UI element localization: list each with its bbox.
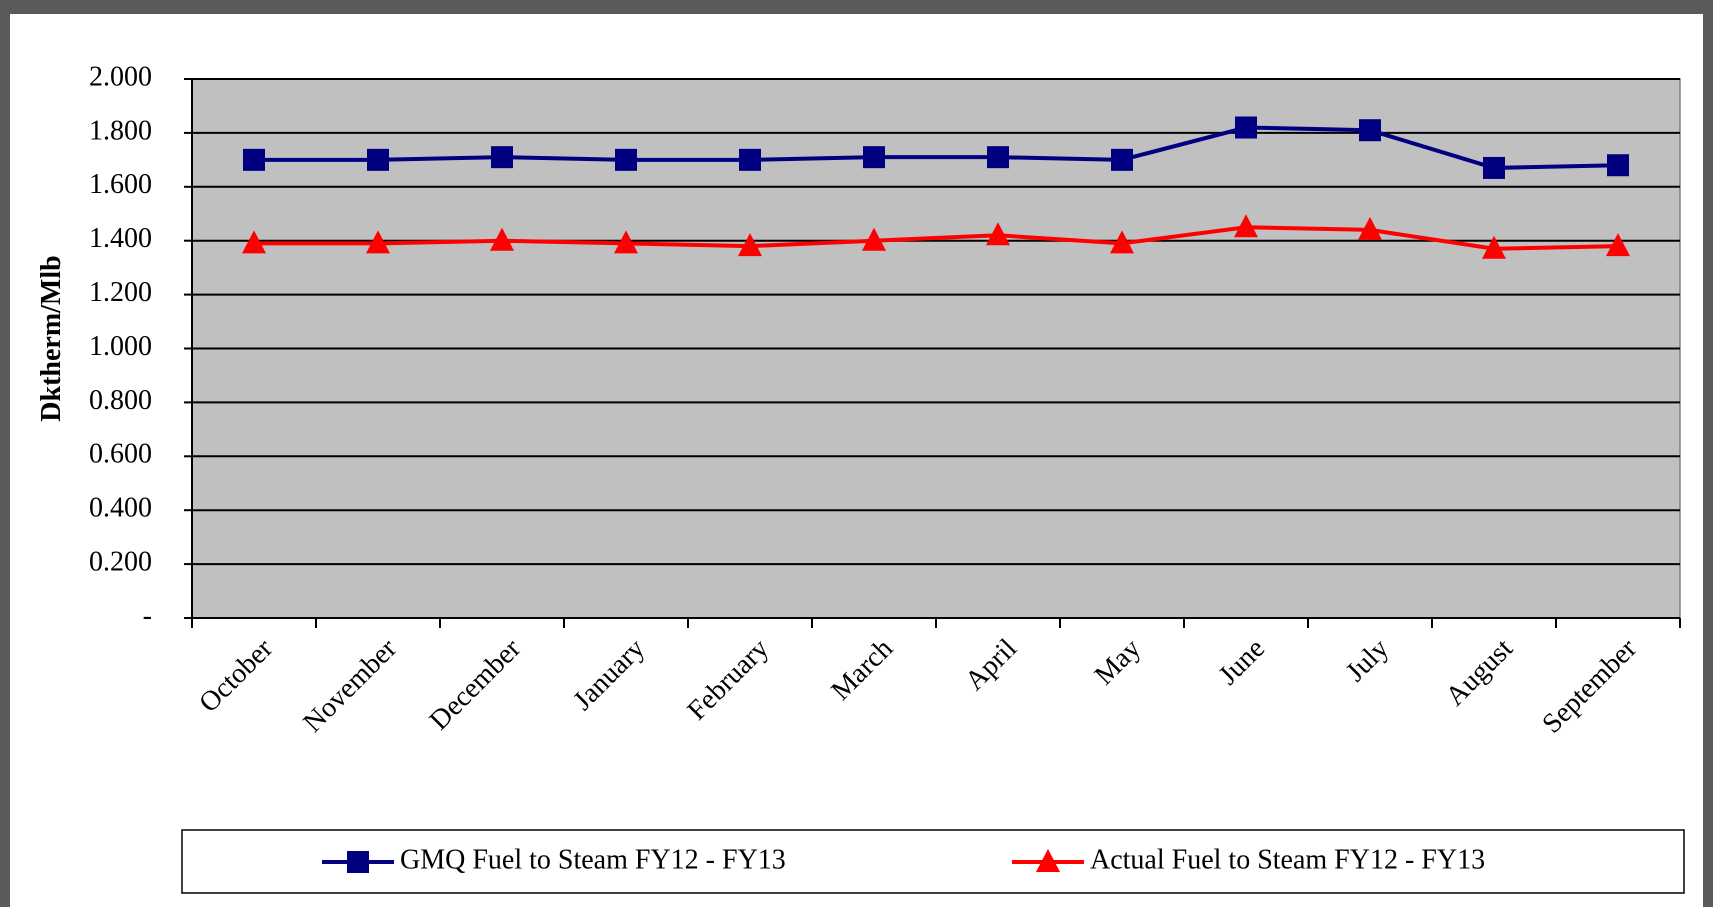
y-tick-label: 1.200 <box>89 277 152 308</box>
point-marker <box>366 230 390 254</box>
point-marker <box>615 148 637 171</box>
point-marker <box>739 148 761 171</box>
point-marker <box>1359 119 1381 142</box>
y-tick-label: 0.200 <box>89 547 152 578</box>
point-marker <box>1606 233 1630 257</box>
point-marker <box>1234 214 1258 238</box>
point-marker <box>1111 148 1133 171</box>
point-marker <box>862 227 886 251</box>
y-tick-label: 1.800 <box>89 115 152 146</box>
y-tick-label: 0.800 <box>89 385 152 416</box>
y-tick-label: - <box>143 600 152 631</box>
point-marker <box>1110 230 1134 254</box>
point-marker <box>863 146 885 169</box>
point-marker <box>1483 156 1505 179</box>
point-marker <box>243 148 265 171</box>
point-marker <box>986 222 1010 246</box>
point-marker <box>347 851 369 873</box>
point-marker <box>987 146 1009 169</box>
point-marker <box>242 230 266 254</box>
y-tick-label: 1.600 <box>89 169 152 200</box>
legend-label: GMQ Fuel to Steam FY12 - FY13 <box>400 844 786 875</box>
point-marker <box>1358 216 1382 240</box>
series-line <box>254 225 1619 251</box>
point-marker <box>491 146 513 169</box>
y-tick-label: 1.400 <box>89 223 152 254</box>
y-tick-label: 0.400 <box>89 493 152 524</box>
legend-box <box>181 829 1685 894</box>
point-marker <box>614 230 638 254</box>
point-marker <box>1482 235 1506 259</box>
point-marker <box>1235 116 1257 139</box>
point-marker <box>490 227 514 251</box>
legend-label: Actual Fuel to Steam FY12 - FY13 <box>1090 844 1485 875</box>
series-line <box>254 125 1619 170</box>
y-axis-title: Dktherm/Mlb <box>36 255 67 421</box>
point-marker <box>738 233 762 257</box>
point-marker <box>1607 154 1629 177</box>
y-tick-label: 1.000 <box>89 331 152 362</box>
y-tick-label: 2.000 <box>89 61 152 92</box>
point-marker <box>367 148 389 171</box>
y-tick-label: 0.600 <box>89 439 152 470</box>
point-marker <box>1036 849 1060 872</box>
